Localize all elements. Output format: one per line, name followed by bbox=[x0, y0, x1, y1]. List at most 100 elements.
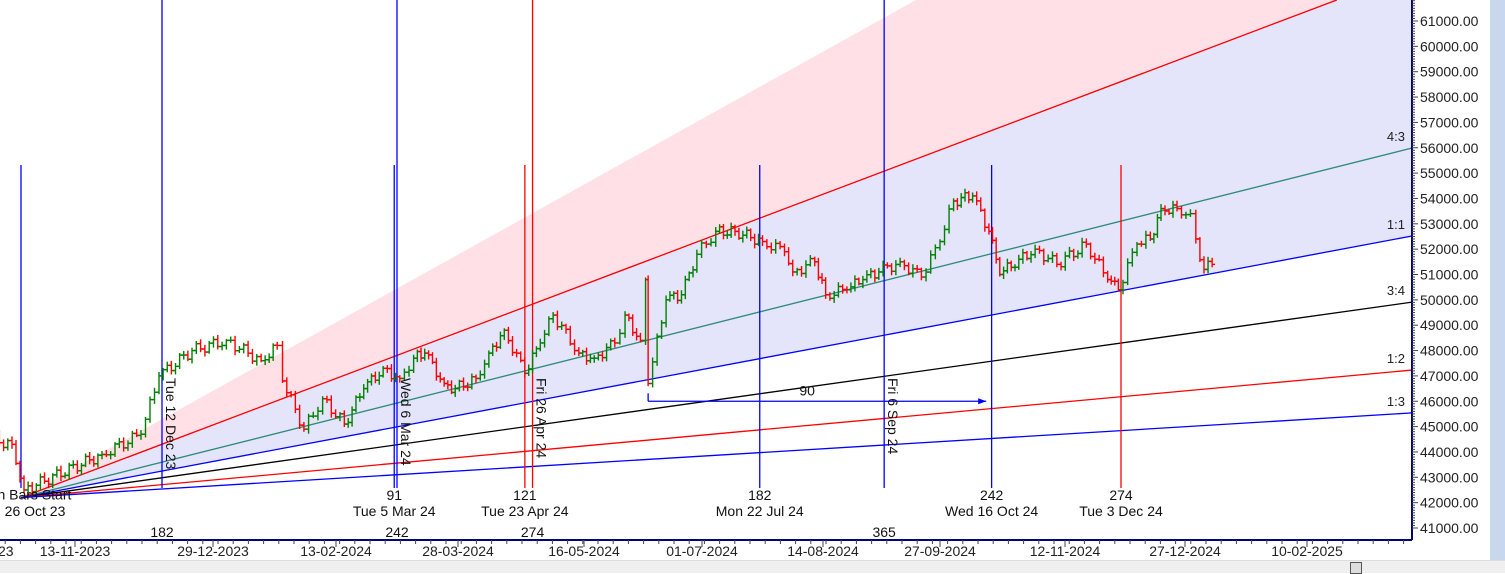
gann-angle-label: 1:2 bbox=[1387, 351, 1405, 366]
gann-line-3x4 bbox=[20, 301, 1413, 499]
fan-fills bbox=[21, 0, 1412, 498]
price-bar bbox=[41, 472, 48, 484]
y-tick-label: 60000.00 bbox=[1420, 38, 1479, 54]
price-bar bbox=[13, 439, 19, 466]
y-tick-label: 43000.00 bbox=[1420, 469, 1479, 485]
x-tick-label: 27-09-2024 bbox=[904, 543, 976, 559]
measure-label: 90 bbox=[799, 382, 815, 398]
price-bar bbox=[245, 340, 252, 357]
x-tick-label: 10-02-2025 bbox=[1271, 543, 1343, 559]
price-bar bbox=[172, 362, 179, 375]
price-bar bbox=[9, 436, 15, 449]
y-tick-label: 44000.00 bbox=[1420, 444, 1479, 460]
y-tick-label: 47000.00 bbox=[1420, 368, 1479, 384]
gann-line-1x3 bbox=[20, 412, 1413, 499]
y-tick-label: 51000.00 bbox=[1420, 267, 1479, 283]
price-bar bbox=[147, 396, 153, 423]
x-tick-label: 13-02-2024 bbox=[300, 543, 372, 559]
gann-angle-label: 1:3 bbox=[1387, 394, 1405, 409]
y-tick-label: 46000.00 bbox=[1420, 393, 1479, 409]
y-tick-label: 50000.00 bbox=[1420, 292, 1479, 308]
y-tick-label: 55000.00 bbox=[1420, 165, 1479, 181]
count-date-label: Tue 3 Dec 24 bbox=[1079, 503, 1163, 519]
time-cycle-lines bbox=[20, 0, 1122, 488]
x-tick-label: 01-07-2024 bbox=[666, 543, 738, 559]
price-bar bbox=[232, 335, 239, 356]
scrollbar-thumb[interactable] bbox=[1350, 562, 1362, 574]
x-tick-label: 28-03-2024 bbox=[422, 543, 494, 559]
price-bar bbox=[197, 339, 204, 353]
price-bar bbox=[193, 341, 200, 355]
cycle-count-label: 274 bbox=[521, 524, 545, 540]
x-tick-label: 14-08-2024 bbox=[787, 543, 859, 559]
gann-angle-label: 4:3 bbox=[1387, 129, 1405, 144]
measure-arrowhead bbox=[978, 398, 987, 405]
cycle-date-label: Wed 6 Mar 24 bbox=[398, 378, 414, 466]
gann-angle-label: 3:4 bbox=[1387, 283, 1405, 298]
cycle-count-label: 242 bbox=[385, 524, 409, 540]
horizontal-scrollbar[interactable] bbox=[0, 560, 1505, 573]
x-tick-label: 16-05-2024 bbox=[548, 543, 620, 559]
x-tick-label: 29-12-2023 bbox=[177, 543, 249, 559]
price-bar bbox=[164, 361, 171, 373]
y-tick-label: 56000.00 bbox=[1420, 140, 1479, 156]
x-tick-label-partial: 23 bbox=[0, 543, 14, 559]
gann-line-4x3 bbox=[20, 147, 1413, 499]
cycle-count-label: 365 bbox=[872, 524, 896, 540]
y-tick-label: 42000.00 bbox=[1420, 495, 1479, 511]
y-tick-label: 61000.00 bbox=[1420, 13, 1479, 29]
price-bar bbox=[1209, 257, 1216, 268]
count-label: 91 bbox=[386, 487, 402, 503]
gann-fan-lines bbox=[20, 0, 1413, 499]
y-tick-label: 58000.00 bbox=[1420, 89, 1479, 105]
gann-chart[interactable]: 4:3 1:1 3:4 1:2 1:3 Gann Bars StartThu 26 Oct… bbox=[0, 0, 1490, 562]
y-tick-label: 49000.00 bbox=[1420, 317, 1479, 333]
gann-angle-label: 1:1 bbox=[1387, 217, 1405, 232]
price-axis-background bbox=[1412, 0, 1490, 562]
price-bar bbox=[151, 387, 158, 404]
count-date-label: Wed 16 Oct 24 bbox=[945, 503, 1038, 519]
count-label: 121 bbox=[513, 487, 537, 503]
count-label: 274 bbox=[1109, 487, 1133, 503]
y-tick-label: 54000.00 bbox=[1420, 190, 1479, 206]
gann-start-label: Gann Bars Start bbox=[0, 487, 71, 503]
x-tick-label: 13-11-2023 bbox=[40, 543, 111, 559]
fan-inner-fill bbox=[21, 0, 1412, 498]
cycle-date-label: Fri 6 Sep 24 bbox=[885, 378, 901, 454]
annotation-labels: 4:3 1:1 3:4 1:2 1:3 Gann Bars StartThu 26 Oct… bbox=[0, 129, 1405, 540]
count-label: 242 bbox=[980, 487, 1004, 503]
price-bar bbox=[201, 344, 208, 357]
price-bar bbox=[0, 439, 7, 452]
price-bar bbox=[274, 341, 281, 350]
price-bar bbox=[17, 460, 23, 483]
vertical-scrollbar[interactable] bbox=[1490, 0, 1505, 562]
y-tick-label: 45000.00 bbox=[1420, 419, 1479, 435]
gann-line-1x1 bbox=[20, 235, 1413, 499]
y-tick-label: 52000.00 bbox=[1420, 241, 1479, 257]
y-tick-label: 41000.00 bbox=[1420, 520, 1479, 536]
count-date-label: Mon 22 Jul 24 bbox=[716, 503, 804, 519]
cycle-count-label: 182 bbox=[150, 524, 174, 540]
price-bars bbox=[0, 188, 1216, 496]
gann-line-2x1 bbox=[20, 0, 1338, 499]
gann-line-1x2 bbox=[20, 369, 1413, 499]
x-tick-label: 12-11-2024 bbox=[1030, 543, 1101, 559]
count-label: 182 bbox=[748, 487, 772, 503]
price-bar bbox=[53, 466, 60, 478]
count-date-label: Thu 26 Oct 23 bbox=[0, 503, 66, 519]
price-bar bbox=[0, 430, 3, 447]
x-tick-label: 27-12-2024 bbox=[1149, 543, 1221, 559]
cycle-date-label: Fri 26 Apr 24 bbox=[534, 378, 550, 458]
y-tick-label: 57000.00 bbox=[1420, 114, 1479, 130]
price-axis[interactable]: 41000.00 42000.00 43000.00 44000.00 45000.00… bbox=[1411, 0, 1479, 540]
price-bar bbox=[214, 334, 221, 350]
price-bar bbox=[253, 353, 260, 366]
price-bar bbox=[168, 360, 175, 375]
y-tick-label: 48000.00 bbox=[1420, 343, 1479, 359]
y-tick-label: 53000.00 bbox=[1420, 216, 1479, 232]
count-date-label: Tue 23 Apr 24 bbox=[481, 503, 569, 519]
date-axis[interactable]: 13-11-2023 29-12-2023 13-02-2024 28-03-2024… bbox=[0, 539, 1412, 559]
count-date-label: Tue 5 Mar 24 bbox=[353, 503, 436, 519]
cycle-date-label: Tue 12 Dec 23 bbox=[163, 378, 179, 470]
y-tick-label: 59000.00 bbox=[1420, 64, 1479, 80]
